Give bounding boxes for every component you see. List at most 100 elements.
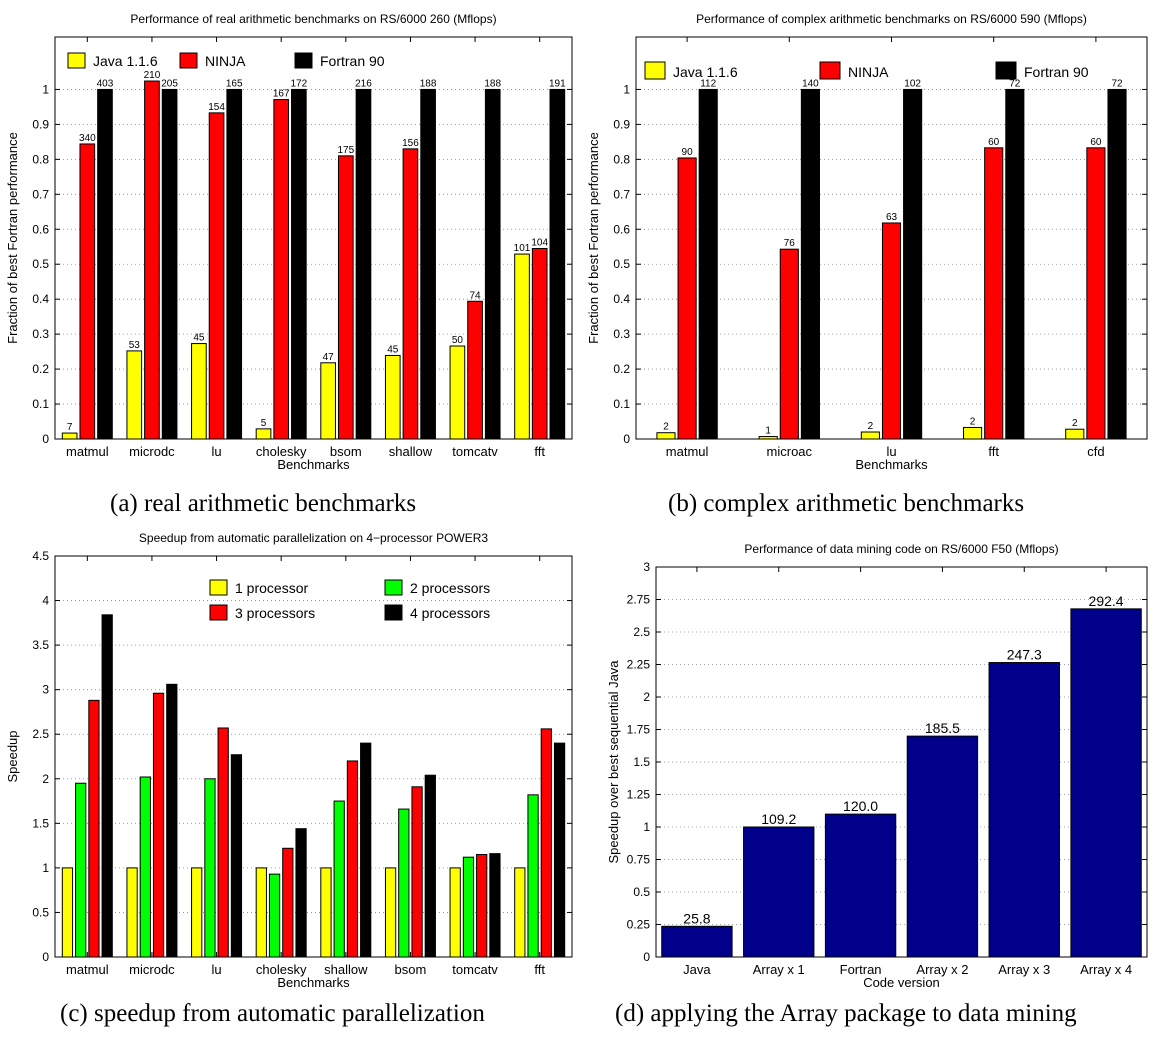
chart-c-bar [398,808,410,958]
chart-c-bar [166,683,178,958]
chart-c-bar [527,794,539,958]
chart-b-data-label: 72 [1111,78,1123,89]
chart-a-xtick-label: cholesky [256,444,307,459]
chart-d-xtick-label: Array x 3 [998,962,1050,977]
chart-b-legend-label: NINJA [848,64,889,80]
chart-a-bar [467,300,483,440]
chart-b-xtick-label: microac [767,444,813,459]
chart-d-ytick-label: 0 [643,950,650,964]
chart-c-legend-label: 3 processors [235,605,315,621]
chart-a-data-label: 188 [420,78,437,89]
chart-d-ytick-label: 1.25 [627,788,651,802]
chart-c-xtick-label: bsom [395,962,427,977]
chart-b-xlabel: Benchmarks [855,457,928,472]
chart-d-ytick-label: 2.75 [627,593,651,607]
chart-d-ytick-label: 1.5 [633,755,650,769]
chart-b-data-label: 72 [1009,78,1021,89]
chart-b-data-label: 60 [1090,137,1102,148]
chart-a-data-label: 205 [161,78,178,89]
chart-a-bar [514,253,530,440]
chart-c-ytick-label: 3.5 [32,638,49,652]
chart-a-ytick-label: 0.2 [32,362,49,376]
chart-c-legend-swatch [384,579,403,596]
chart-d-bar [988,662,1060,958]
chart-a-bar [273,99,290,440]
chart-a-data-label: 154 [208,102,225,113]
chart-a-bar [531,247,548,440]
chart-b-bar [881,222,902,440]
chart-d-bar [661,925,733,958]
chart-c-xtick-label: lu [212,962,222,977]
chart-a-bar [61,432,78,440]
chart-d-ytick-label: 0.75 [627,853,651,867]
chart-d-title: Performance of data mining code on RS/60… [744,542,1058,556]
chart-c-xtick-label: matmul [66,962,109,977]
chart-c-bar [75,782,87,958]
chart-a-xlabel: Benchmarks [277,457,350,472]
chart-d-frame [655,566,1148,958]
chart-d-data-label: 120.0 [843,798,878,814]
chart-a-data-label: 216 [355,78,372,89]
chart-a-ytick-label: 0.8 [32,152,49,166]
chart-a-bar [402,148,419,440]
chart-a-data-label: 188 [484,78,501,89]
chart-a-bar [337,155,354,440]
chart-c-bar [449,867,461,958]
chart-b-ytick-label: 0.8 [613,152,630,166]
chart-a-ytick-label: 0.4 [32,292,49,306]
chart-b-ytick-label: 0.2 [613,362,630,376]
chart-b-bar [698,88,718,440]
chart-b-ytick-label: 0.5 [613,257,630,271]
chart-a-bar [420,88,436,440]
chart-b-ytick-label: 1 [623,82,630,96]
chart-c-ytick-label: 0 [42,950,49,964]
chart-c-xtick-label: cholesky [256,962,307,977]
chart-a-data-label: 7 [67,422,73,433]
chart-c-bar [217,727,229,958]
chart-b-legend-label: Java 1.1.6 [673,64,738,80]
chart-a-data-label: 165 [226,78,243,89]
chart-c-frame [54,555,573,958]
chart-d-ytick-label: 0.5 [633,885,650,899]
chart-d-xlabel: Code version [863,975,940,990]
chart-a-bar [144,80,160,440]
chart-d-ytick-label: 1 [643,820,650,834]
chart-b-bar [903,88,923,440]
chart-d-bar [906,735,979,958]
chart-a-legend-label: Fortran 90 [320,53,385,69]
chart-b-title: Performance of complex arithmetic benchm… [696,12,1087,26]
caption-c: (c) speedup from automatic parallelizati… [60,1000,485,1027]
chart-b-bar [656,432,676,440]
chart-b-ytick-label: 0.6 [613,222,630,236]
chart-b-bar [779,248,799,440]
chart-c-bar [333,800,345,958]
chart-a-bar [449,345,466,440]
chart-a-data-label: 156 [402,138,419,149]
chart-a-data-label: 175 [337,145,354,156]
chart-b-bar [677,157,697,440]
chart-d-data-label: 185.5 [925,720,960,736]
chart-a-bar [208,112,225,440]
chart-b-data-label: 112 [700,78,716,89]
chart-a-ytick-label: 1 [42,82,49,96]
chart-a-bar [549,88,566,440]
chart-c-legend-swatch [209,579,228,596]
chart-b-ytick-label: 0.7 [613,187,630,201]
chart-a-legend-label: NINJA [205,53,246,69]
chart-a-title: Performance of real arithmetic benchmark… [130,12,496,26]
chart-b-data-label: 76 [784,238,796,249]
chart-c-ytick-label: 4 [42,594,49,608]
chart-a-data-label: 5 [261,418,267,429]
chart-d-ytick-label: 2 [643,690,650,704]
chart-c-ytick-label: 3 [42,683,49,697]
chart-b-bar [1107,88,1127,440]
chart-d-ytick-label: 0.25 [627,918,651,932]
chart-c-bar [152,692,165,958]
chart-c-legend-swatch [209,604,228,621]
chart-d-ylabel: Speedup over best sequential Java [606,660,621,864]
chart-d-plot-area [656,567,1147,957]
chart-c-bar [126,867,138,958]
chart-a-ytick-label: 0.9 [32,117,49,131]
chart-c-xtick-label: microdc [129,962,175,977]
chart-b-bar [800,88,820,440]
